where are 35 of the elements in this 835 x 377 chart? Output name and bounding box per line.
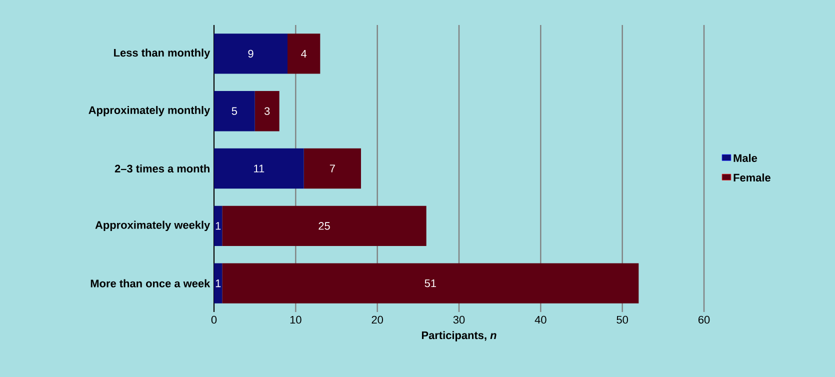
bar	[214, 148, 304, 189]
legend-label: Female	[734, 173, 770, 182]
data-label: 5	[232, 107, 237, 115]
data-label: 7	[330, 164, 335, 172]
data-label: 1	[216, 222, 221, 230]
legend-label: Male	[734, 154, 758, 162]
y-tick-label: 2–3 times a month	[114, 164, 210, 173]
bar	[214, 206, 222, 246]
bar	[214, 263, 222, 304]
y-tick-label: Less than monthly	[114, 48, 210, 59]
bar	[222, 263, 639, 304]
data-label: 4	[301, 50, 307, 58]
data-label: 1	[216, 280, 221, 288]
x-tick-label: 40	[534, 316, 546, 324]
x-tick-label: 10	[290, 316, 302, 324]
bar	[304, 148, 362, 189]
data-label: 11	[254, 164, 264, 172]
bar	[254, 91, 280, 132]
x-tick-label: 30	[453, 316, 465, 324]
data-label: 25	[318, 222, 330, 230]
x-tick-label: 20	[372, 316, 383, 324]
x-axis-title: Participants, n	[422, 331, 496, 342]
data-label: 3	[264, 107, 270, 115]
x-tick-label: 50	[616, 316, 628, 324]
bar	[214, 91, 255, 132]
x-tick-label: 0	[211, 316, 217, 324]
data-label: 9	[248, 50, 254, 58]
bar	[222, 206, 426, 246]
y-tick-label: More than once a week	[90, 279, 210, 288]
bar	[214, 34, 288, 74]
y-tick-label: Approximately monthly	[88, 106, 210, 116]
data-label: 51	[424, 279, 436, 288]
bar	[288, 34, 320, 74]
y-tick-label: Approximately weekly	[95, 220, 210, 231]
x-tick-label: 60	[698, 316, 710, 324]
